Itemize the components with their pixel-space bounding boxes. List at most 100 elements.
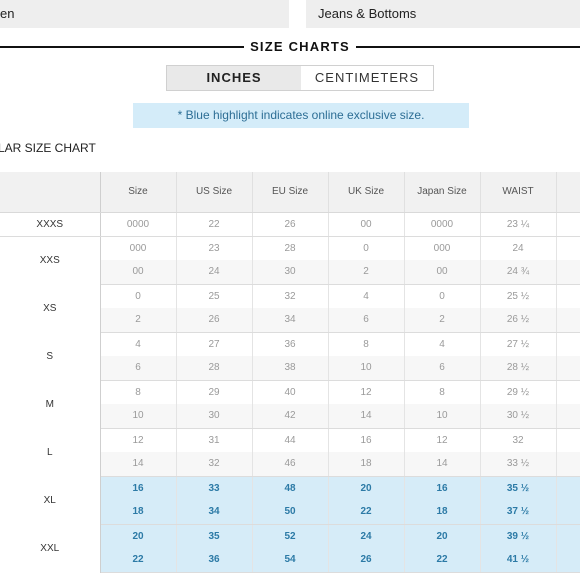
table-cell: 8 bbox=[328, 332, 405, 356]
unit-toggle: INCHES CENTIMETERS bbox=[166, 65, 434, 91]
table-cell: 40 bbox=[252, 380, 329, 404]
table-cell: 12 bbox=[404, 428, 481, 452]
table-cell: 8 bbox=[100, 380, 177, 404]
size-charts-header: SIZE CHARTS bbox=[0, 38, 580, 58]
table-row: 18 34 50 22 18 37 ½ bbox=[0, 500, 580, 525]
table-cell-extra bbox=[556, 356, 580, 381]
table-cell-extra bbox=[556, 308, 580, 333]
table-cell: 00 bbox=[100, 260, 177, 285]
table-cell: 12 bbox=[100, 428, 177, 452]
table-cell: 28 bbox=[176, 356, 253, 381]
table-row: L 12 31 44 16 12 32 bbox=[0, 428, 580, 476]
table-cell: 32 bbox=[176, 452, 253, 477]
table-body: XXXS 0000 22 26 00 0000 23 ¼ XXS 000 23 28 0 000 24 00… bbox=[0, 212, 580, 573]
table-cell: 14 bbox=[404, 452, 481, 477]
size-label: XXS bbox=[0, 236, 101, 284]
table-row: S 4 27 36 8 4 27 ½ bbox=[0, 332, 580, 380]
table-cell: 38 bbox=[252, 356, 329, 381]
table-cell-extra bbox=[556, 260, 580, 285]
table-cell: 12 bbox=[328, 380, 405, 404]
table-cell-extra bbox=[556, 524, 580, 548]
table-cell: 36 bbox=[176, 548, 253, 573]
table-cell: 25 bbox=[176, 284, 253, 308]
size-label: XL bbox=[0, 476, 101, 524]
table-cell: 33 bbox=[176, 476, 253, 500]
table-cell: 27 bbox=[176, 332, 253, 356]
table-cell: 10 bbox=[328, 356, 405, 381]
table-cell: 30 ½ bbox=[480, 404, 557, 429]
category-tab-women[interactable]: en bbox=[0, 0, 289, 28]
table-cell: 2 bbox=[328, 260, 405, 285]
table-cell: 36 bbox=[252, 332, 329, 356]
table-cell: 28 bbox=[252, 236, 329, 260]
header-label bbox=[0, 172, 101, 213]
table-cell: 34 bbox=[252, 308, 329, 333]
table-cell: 6 bbox=[404, 356, 481, 381]
size-label: M bbox=[0, 380, 101, 428]
table-cell: 10 bbox=[404, 404, 481, 429]
table-cell: 14 bbox=[328, 404, 405, 429]
size-label: XS bbox=[0, 284, 101, 332]
table-cell-extra bbox=[556, 452, 580, 477]
table-cell: 32 bbox=[252, 284, 329, 308]
table-cell: 54 bbox=[252, 548, 329, 573]
table-row: 6 28 38 10 6 28 ½ bbox=[0, 356, 580, 381]
table-cell: 22 bbox=[100, 548, 177, 573]
table-cell: 18 bbox=[328, 452, 405, 477]
table-row: XL 16 33 48 20 16 35 ½ bbox=[0, 476, 580, 524]
divider-right bbox=[356, 46, 580, 48]
table-cell-extra bbox=[556, 236, 580, 260]
size-table: Size US Size EU Size UK Size Japan Size … bbox=[0, 172, 580, 573]
table-cell: 52 bbox=[252, 524, 329, 548]
table-cell: 31 bbox=[176, 428, 253, 452]
table-cell: 32 bbox=[480, 428, 557, 452]
table-cell: 8 bbox=[404, 380, 481, 404]
table-cell: 27 ½ bbox=[480, 332, 557, 356]
table-cell: 24 ¾ bbox=[480, 260, 557, 285]
table-cell-extra bbox=[556, 500, 580, 525]
table-cell: 30 bbox=[176, 404, 253, 429]
table-cell: 0 bbox=[404, 284, 481, 308]
table-cell: 23 bbox=[176, 236, 253, 260]
table-cell: 14 bbox=[100, 452, 177, 477]
table-row: 2 26 34 6 2 26 ½ bbox=[0, 308, 580, 333]
table-cell: 18 bbox=[100, 500, 177, 525]
table-row: XS 0 25 32 4 0 25 ½ bbox=[0, 284, 580, 332]
table-cell: 48 bbox=[252, 476, 329, 500]
table-cell: 23 ¼ bbox=[480, 212, 557, 237]
header-eu-size: EU Size bbox=[252, 172, 329, 213]
table-cell: 37 ½ bbox=[480, 500, 557, 525]
table-cell: 26 bbox=[176, 308, 253, 333]
table-row: XXXS 0000 22 26 00 0000 23 ¼ bbox=[0, 212, 580, 237]
table-cell: 20 bbox=[328, 476, 405, 500]
table-cell: 20 bbox=[100, 524, 177, 548]
table-cell: 25 ½ bbox=[480, 284, 557, 308]
category-tabs: en Jeans & Bottoms bbox=[0, 0, 580, 32]
table-cell-extra bbox=[556, 332, 580, 356]
header-japan-size: Japan Size bbox=[404, 172, 481, 213]
table-cell: 41 ½ bbox=[480, 548, 557, 573]
size-label: XXXS bbox=[0, 212, 101, 237]
online-exclusive-note: * Blue highlight indicates online exclus… bbox=[133, 103, 469, 128]
table-cell: 33 ½ bbox=[480, 452, 557, 477]
table-cell: 0000 bbox=[100, 212, 177, 237]
table-cell: 35 bbox=[176, 524, 253, 548]
table-row: XXS 000 23 28 0 000 24 bbox=[0, 236, 580, 284]
inches-button[interactable]: INCHES bbox=[167, 66, 301, 90]
table-cell: 000 bbox=[100, 236, 177, 260]
table-cell: 34 bbox=[176, 500, 253, 525]
category-tab-jeans-bottoms[interactable]: Jeans & Bottoms bbox=[306, 0, 580, 28]
table-row: XXL 20 35 52 24 20 39 ½ bbox=[0, 524, 580, 572]
table-row: 00 24 30 2 00 24 ¾ bbox=[0, 260, 580, 285]
table-cell: 26 bbox=[252, 212, 329, 237]
divider-left bbox=[0, 46, 244, 48]
table-cell: 28 ½ bbox=[480, 356, 557, 381]
table-cell-extra bbox=[556, 404, 580, 429]
table-cell: 20 bbox=[404, 524, 481, 548]
table-cell: 10 bbox=[100, 404, 177, 429]
table-cell: 18 bbox=[404, 500, 481, 525]
table-cell: 35 ½ bbox=[480, 476, 557, 500]
table-cell: 44 bbox=[252, 428, 329, 452]
centimeters-button[interactable]: CENTIMETERS bbox=[301, 66, 433, 90]
header-size: Size bbox=[100, 172, 177, 213]
